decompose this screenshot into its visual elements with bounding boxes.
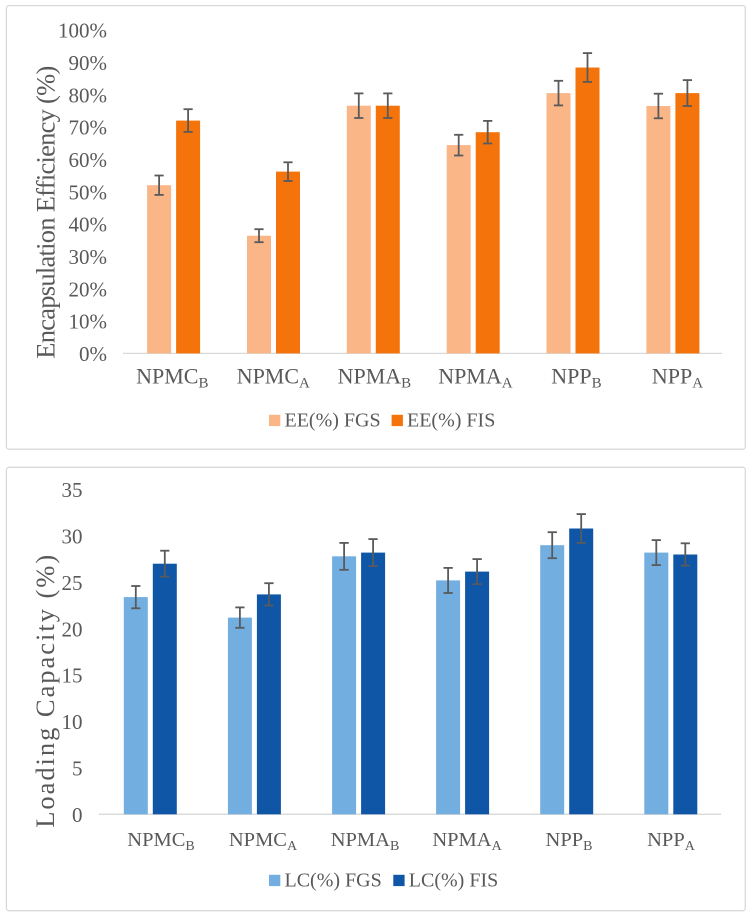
svg-text:NPMCB: NPMCB xyxy=(127,829,194,854)
svg-text:EE(%) FIS: EE(%) FIS xyxy=(407,410,495,432)
svg-text:5: 5 xyxy=(72,757,83,781)
svg-text:30: 30 xyxy=(62,525,83,549)
svg-text:NPMCA: NPMCA xyxy=(229,829,298,854)
svg-text:LC(%) FIS: LC(%) FIS xyxy=(409,870,498,892)
svg-text:30%: 30% xyxy=(69,245,108,269)
svg-text:0: 0 xyxy=(72,803,83,827)
svg-text:15: 15 xyxy=(62,664,83,688)
svg-text:40%: 40% xyxy=(69,213,108,237)
svg-text:20%: 20% xyxy=(69,277,108,301)
svg-text:NPMAA: NPMAA xyxy=(438,364,513,392)
svg-text:NPMAB: NPMAB xyxy=(338,364,412,392)
svg-text:80%: 80% xyxy=(69,83,108,107)
svg-text:20: 20 xyxy=(62,617,83,641)
svg-text:100%: 100% xyxy=(58,19,107,43)
svg-text:70%: 70% xyxy=(69,116,108,140)
svg-text:Loading Capacity (%): Loading Capacity (%) xyxy=(30,555,60,828)
svg-text:EE(%) FGS: EE(%) FGS xyxy=(285,410,381,432)
svg-text:0%: 0% xyxy=(79,342,107,366)
svg-text:10: 10 xyxy=(62,710,83,734)
svg-text:35: 35 xyxy=(62,478,83,502)
svg-text:NPMAB: NPMAB xyxy=(331,829,400,854)
svg-text:NPMCA: NPMCA xyxy=(237,364,310,392)
svg-text:25: 25 xyxy=(62,571,83,595)
svg-text:NPMAA: NPMAA xyxy=(432,829,502,854)
svg-text:60%: 60% xyxy=(69,148,108,172)
svg-text:10%: 10% xyxy=(69,310,108,334)
svg-text:50%: 50% xyxy=(69,180,108,204)
svg-text:Encapsulation Efficiency (%): Encapsulation Efficiency (%) xyxy=(31,66,61,359)
svg-text:90%: 90% xyxy=(69,51,108,75)
svg-text:LC(%) FGS: LC(%) FGS xyxy=(285,870,382,892)
svg-text:NPMCB: NPMCB xyxy=(136,364,208,392)
